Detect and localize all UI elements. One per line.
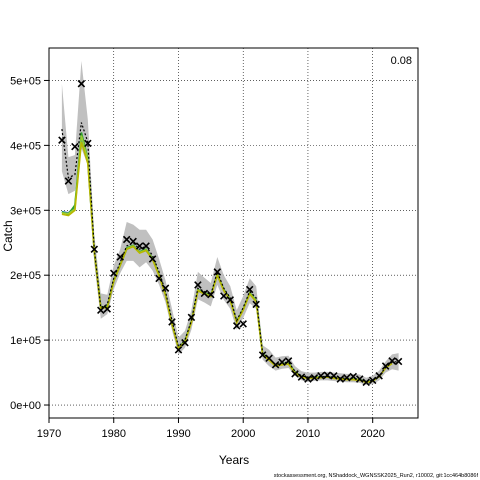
y-tick-label: 3e+05 — [10, 205, 41, 217]
observed-point — [103, 305, 112, 313]
observed-point — [84, 139, 92, 148]
observed-point — [388, 357, 396, 365]
observed-point — [116, 253, 124, 261]
observed-point — [181, 338, 189, 347]
corner-label: 0.08 — [391, 55, 412, 67]
observed-point — [252, 300, 260, 309]
x-axis-ticks: 1970 1980 1990 2000 2010 2020 — [37, 418, 385, 440]
observed-point — [174, 346, 183, 354]
observed-point — [213, 268, 222, 276]
footer-note: stockassessment.org, NShaddock_WGNSSK202… — [274, 473, 479, 479]
observed-point — [239, 320, 247, 328]
x-tick-label: 2000 — [231, 428, 255, 440]
observed-point — [284, 357, 293, 365]
observed-point — [394, 357, 403, 366]
observed-point — [90, 245, 99, 253]
observed-point — [168, 318, 176, 326]
observed-point — [109, 269, 118, 278]
observed-point — [148, 255, 157, 263]
observed-point — [336, 375, 345, 383]
plot-frame — [48, 47, 419, 419]
x-tick-label: 2020 — [360, 428, 384, 440]
observed-point — [330, 372, 338, 380]
y-tick-label: 4e+05 — [10, 140, 41, 152]
observed-point — [220, 292, 228, 300]
observed-point — [245, 285, 254, 294]
y-tick-label: 2e+05 — [10, 270, 41, 282]
observed-point — [135, 242, 144, 250]
observed-point — [368, 376, 377, 385]
fitted-catch-line — [61, 122, 399, 383]
observed-point — [297, 373, 306, 381]
observed-point — [271, 361, 280, 369]
observed-point — [310, 373, 319, 382]
x-tick-label: 1980 — [101, 428, 125, 440]
observed-point — [355, 375, 364, 383]
observed-point — [122, 235, 131, 244]
observed-point — [317, 372, 325, 380]
y-tick-label: 0e+00 — [10, 400, 41, 412]
observed-point — [77, 79, 86, 88]
observed-point — [226, 296, 235, 304]
observed-point — [291, 370, 299, 378]
observed-point — [194, 281, 202, 289]
observed-point — [58, 136, 66, 144]
observed-point — [155, 274, 163, 283]
observed-point — [362, 378, 370, 387]
observed-point — [375, 372, 383, 380]
observed-point — [187, 313, 196, 322]
y-tick-label: 5e+05 — [10, 75, 41, 87]
observed-catch-points — [58, 79, 403, 387]
observed-point — [258, 351, 267, 359]
x-axis-title: Years — [219, 453, 249, 467]
observed-point — [129, 237, 137, 246]
observed-point — [64, 177, 73, 185]
observed-point — [232, 322, 241, 330]
plot-background — [49, 48, 418, 418]
observed-point — [207, 290, 215, 299]
y-axis-title: Catch — [1, 220, 15, 251]
observed-point — [304, 375, 312, 383]
y-axis-ticks: 0e+00 1e+05 2e+05 3e+05 4e+05 5e+05 — [10, 75, 49, 412]
observed-point — [323, 371, 332, 379]
x-tick-label: 1990 — [166, 428, 190, 440]
x-tick-label: 1970 — [37, 428, 61, 440]
observed-point — [349, 372, 358, 381]
observed-point — [142, 242, 150, 250]
observed-point — [343, 373, 351, 382]
y-tick-label: 1e+05 — [10, 335, 41, 347]
x-tick-label: 2010 — [296, 428, 320, 440]
observed-point — [200, 289, 209, 298]
observed-point — [71, 142, 79, 151]
observed-point — [278, 358, 286, 366]
observed-point — [161, 284, 170, 292]
observed-point — [381, 362, 390, 370]
observed-point — [265, 354, 273, 363]
observed-point — [97, 306, 105, 315]
